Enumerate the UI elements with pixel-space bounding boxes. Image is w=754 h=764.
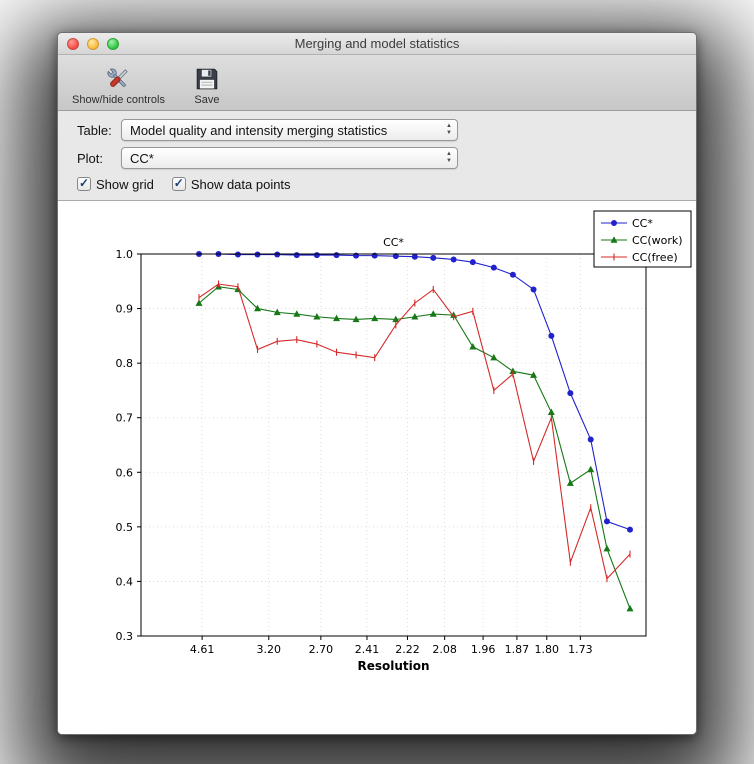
y-tick-label: 0.4 <box>116 575 134 588</box>
chart-xlabel: Resolution <box>357 659 429 673</box>
plot-area: 0.3 0.4 0.5 0.6 0.7 0.8 0.9 1.0 4.61 3.20 2.70 2.41… <box>58 201 696 734</box>
window-title: Merging and model statistics <box>294 36 460 51</box>
title-bar[interactable]: Merging and model statistics <box>58 33 696 55</box>
series-markers-CC(free) <box>198 280 631 583</box>
check-mark-icon: ✓ <box>173 176 184 190</box>
chart-title: CC* <box>383 236 404 249</box>
legend-label: CC(work) <box>632 234 683 247</box>
y-tick-label: 1.0 <box>116 248 134 261</box>
check-mark-icon: ✓ <box>78 176 90 190</box>
x-tick-label: 2.70 <box>309 643 334 656</box>
control-panel: Table: Model quality and intensity mergi… <box>58 111 696 201</box>
x-tick-label: 3.20 <box>257 643 282 656</box>
window-controls <box>67 38 119 50</box>
plot-select-value: CC* <box>130 150 154 166</box>
x-tick-label: 1.96 <box>471 643 496 656</box>
plot-box-border <box>140 253 647 637</box>
legend-label: CC(free) <box>632 251 678 264</box>
x-tick-label: 2.41 <box>355 643 380 656</box>
plot-label: Plot: <box>77 150 104 166</box>
x-tick-label: 1.73 <box>568 643 593 656</box>
y-tick-label: 0.5 <box>116 521 134 534</box>
floppy-disk-icon <box>193 65 221 93</box>
save-button[interactable]: Save <box>187 62 227 108</box>
tools-icon <box>104 65 132 93</box>
show-hide-controls-button[interactable]: Show/hide controls <box>66 62 171 108</box>
table-select[interactable]: Model quality and intensity merging stat… <box>121 119 458 141</box>
x-tick-label: 2.08 <box>432 643 457 656</box>
show-hide-controls-label: Show/hide controls <box>72 94 165 106</box>
legend: CC* CC(work) CC(free) <box>593 210 692 268</box>
popup-arrows-icon: ▲ ▼ <box>446 151 452 164</box>
x-tick-label: 1.87 <box>505 643 530 656</box>
y-tick-label: 0.6 <box>116 466 134 479</box>
plot-box-bg <box>141 254 646 636</box>
y-tick-label: 0.8 <box>116 357 134 370</box>
close-button[interactable] <box>67 38 79 50</box>
x-tick-label: 4.61 <box>190 643 215 656</box>
show-data-points-checkbox[interactable]: ✓ <box>171 176 186 191</box>
plot-select[interactable]: CC* ▲ ▼ <box>121 147 458 169</box>
toolbar: Show/hide controls Save <box>58 55 696 111</box>
x-tick-label: 1.80 <box>535 643 560 656</box>
x-tick-label: 2.22 <box>395 643 420 656</box>
statistics-chart: 0.3 0.4 0.5 0.6 0.7 0.8 0.9 1.0 4.61 3.20 2.70 2.41… <box>116 210 692 673</box>
minimize-button[interactable] <box>87 38 99 50</box>
y-tick-label: 0.7 <box>116 412 134 425</box>
show-grid-label: Show grid <box>96 176 154 192</box>
zoom-button[interactable] <box>107 38 119 50</box>
app-window: Merging and model statistics <box>57 32 697 735</box>
y-tick-label: 0.3 <box>116 630 134 643</box>
show-data-points-label: Show data points <box>190 176 291 192</box>
save-label: Save <box>194 94 220 106</box>
legend-label: CC* <box>632 217 653 230</box>
table-label: Table: <box>77 122 112 138</box>
popup-arrows-icon: ▲ ▼ <box>446 123 452 136</box>
table-select-value: Model quality and intensity merging stat… <box>130 122 388 138</box>
y-tick-label: 0.9 <box>116 303 134 316</box>
show-grid-checkbox[interactable]: ✓ <box>77 177 91 191</box>
